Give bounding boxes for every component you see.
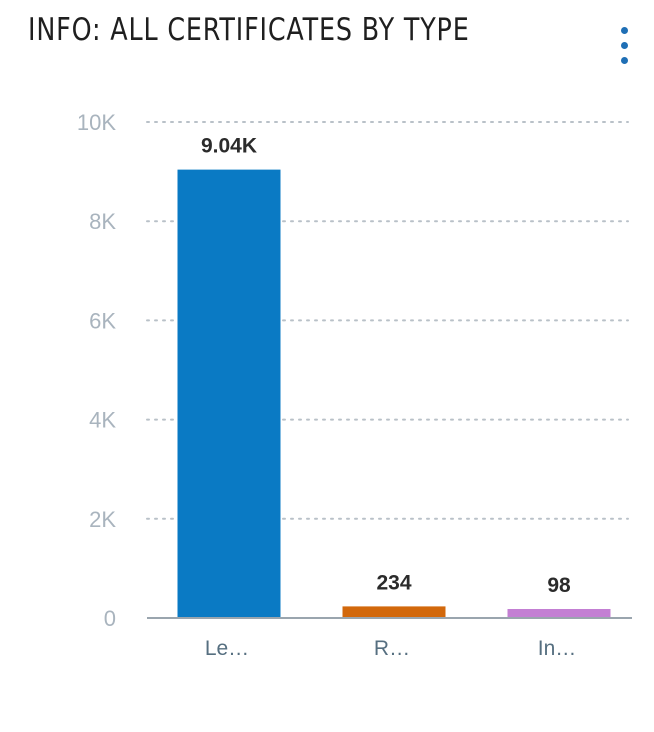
menu-dot bbox=[621, 42, 628, 49]
y-tick-label: 8K bbox=[89, 209, 116, 234]
y-tick-label: 4K bbox=[89, 408, 116, 433]
more-vertical-icon[interactable] bbox=[612, 24, 638, 70]
bar[interactable] bbox=[342, 606, 446, 618]
bar-value-label: 234 bbox=[376, 571, 411, 594]
y-tick-label: 0 bbox=[104, 606, 116, 631]
bar[interactable] bbox=[507, 609, 611, 618]
x-tick-label: Le… bbox=[205, 637, 249, 660]
x-axis: Le… R… In… bbox=[147, 617, 632, 660]
chart-title: INFO: ALL CERTIFICATES BY TYPE bbox=[28, 12, 470, 48]
bar[interactable] bbox=[177, 169, 281, 618]
bar-value-label: 9.04K bbox=[201, 135, 257, 158]
bars bbox=[177, 169, 611, 618]
menu-dot bbox=[621, 57, 628, 64]
menu-dot bbox=[621, 27, 628, 34]
y-tick-label: 2K bbox=[89, 507, 116, 532]
y-tick-label: 10K bbox=[77, 110, 116, 135]
bar-value-label: 98 bbox=[547, 574, 571, 597]
value-labels: 9.04K 234 98 bbox=[201, 135, 571, 597]
y-axis: 0 2K 4K 6K 8K 10K bbox=[77, 110, 116, 631]
y-tick-label: 6K bbox=[89, 308, 116, 333]
x-tick-label: In… bbox=[538, 637, 577, 660]
x-tick-label: R… bbox=[374, 637, 410, 660]
